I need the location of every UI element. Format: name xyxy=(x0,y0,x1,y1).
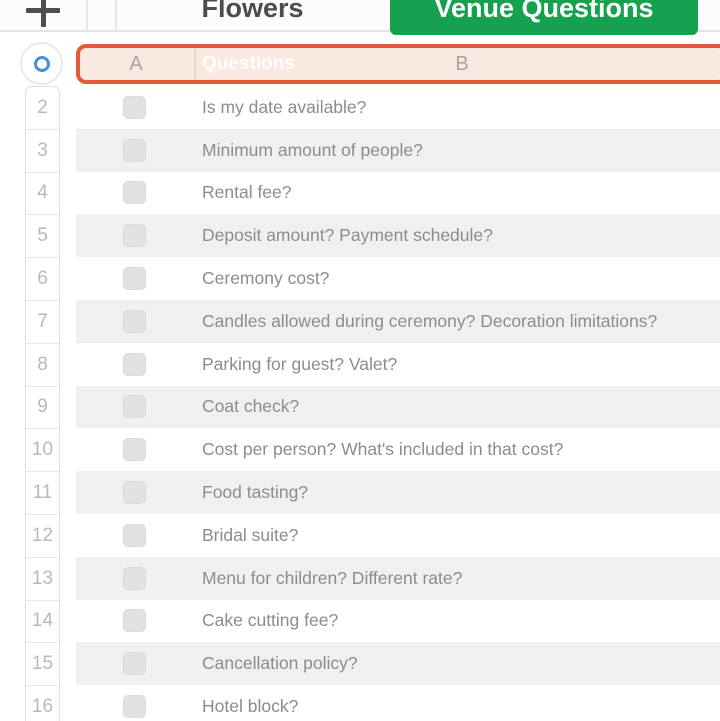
question-cell[interactable]: Candles allowed during ceremony? Decorat… xyxy=(202,310,658,331)
checkbox[interactable] xyxy=(123,566,146,590)
plus-icon xyxy=(40,0,46,27)
checkbox[interactable] xyxy=(123,138,146,162)
table-row: 16 Hotel block? xyxy=(0,685,720,721)
row-number[interactable]: 11 xyxy=(25,471,60,514)
tab-separator xyxy=(115,0,117,30)
table-row: 7 Candles allowed during ceremony? Decor… xyxy=(0,299,720,343)
row-number[interactable]: 10 xyxy=(25,428,60,472)
row-number[interactable]: 2 xyxy=(25,86,60,129)
table-row: 5 Deposit amount? Payment schedule? xyxy=(0,214,720,258)
question-cell[interactable]: Deposit amount? Payment schedule? xyxy=(202,225,493,246)
row-background xyxy=(76,642,720,686)
row-background xyxy=(76,214,720,258)
question-cell[interactable]: Is my date available? xyxy=(202,96,367,117)
row-number[interactable]: 12 xyxy=(25,513,60,557)
table-row: 12 Bridal suite? xyxy=(0,513,720,557)
table-row: 9 Coat check? xyxy=(0,385,720,429)
checkbox[interactable] xyxy=(123,352,146,376)
table-row: 8 Parking for guest? Valet? xyxy=(0,342,720,386)
checkbox[interactable] xyxy=(123,523,146,547)
row-number[interactable]: 7 xyxy=(25,299,60,343)
checkbox[interactable] xyxy=(123,181,146,205)
row-background xyxy=(76,257,720,300)
column-letter-b[interactable]: B xyxy=(455,53,469,75)
selected-header-row[interactable]: A Questions B xyxy=(76,44,720,84)
table-row: 15 Cancellation policy? xyxy=(0,642,720,686)
question-cell[interactable]: Ceremony cost? xyxy=(202,268,330,289)
table-row: 11 Food tasting? xyxy=(0,471,720,514)
question-cell[interactable]: Coat check? xyxy=(202,396,300,417)
checkbox[interactable] xyxy=(123,95,146,119)
question-cell[interactable]: Rental fee? xyxy=(202,182,292,203)
row-background xyxy=(76,471,720,514)
row-number[interactable]: 14 xyxy=(25,599,60,643)
tab-flowers-label: Flowers xyxy=(201,0,304,23)
table-row: 10 Cost per person? What's included in t… xyxy=(0,428,720,472)
table-row: 6 Ceremony cost? xyxy=(0,257,720,300)
checkbox[interactable] xyxy=(123,609,146,633)
table-rows: 2 Is my date available? 3 Minimum amount… xyxy=(0,86,720,721)
question-cell[interactable]: Minimum amount of people? xyxy=(202,139,423,160)
selection-circle-icon xyxy=(33,55,50,72)
row-background xyxy=(76,385,720,429)
row-number[interactable]: 15 xyxy=(25,642,60,686)
sheet-tab-bar: Flowers Venue Questions xyxy=(0,0,720,35)
question-cell[interactable]: Bridal suite? xyxy=(202,524,299,545)
row-background xyxy=(76,556,720,600)
checkbox[interactable] xyxy=(123,395,146,419)
checkbox[interactable] xyxy=(123,309,146,333)
row-background xyxy=(76,343,720,386)
tab-separator xyxy=(86,0,88,30)
row-number[interactable]: 16 xyxy=(25,685,60,721)
checkbox[interactable] xyxy=(123,481,146,505)
row-background xyxy=(76,128,720,172)
checkbox[interactable] xyxy=(123,438,146,462)
row-number[interactable]: 13 xyxy=(25,556,60,600)
row-number[interactable]: 6 xyxy=(25,257,60,300)
column-divider xyxy=(194,49,196,79)
row-number[interactable]: 3 xyxy=(25,128,60,172)
table-row: 3 Minimum amount of people? xyxy=(0,128,720,172)
checkbox[interactable] xyxy=(123,224,146,248)
row-number[interactable]: 4 xyxy=(25,171,60,215)
question-cell[interactable]: Cake cutting fee? xyxy=(202,610,339,631)
table-row: 14 Cake cutting fee? xyxy=(0,599,720,643)
table-row: 4 Rental fee? xyxy=(0,171,720,215)
question-cell[interactable]: Cancellation policy? xyxy=(202,653,358,674)
row-number[interactable]: 9 xyxy=(25,385,60,429)
row-background xyxy=(76,685,720,721)
header-row-inner: A Questions B xyxy=(80,48,720,80)
column-letter-a[interactable]: A xyxy=(129,53,143,75)
add-sheet-button[interactable] xyxy=(0,0,86,30)
tab-flowers[interactable]: Flowers xyxy=(115,0,390,30)
question-cell[interactable]: Cost per person? What's included in that… xyxy=(202,439,564,460)
header-cell-questions[interactable]: Questions xyxy=(202,53,295,74)
question-cell[interactable]: Parking for guest? Valet? xyxy=(202,353,398,374)
question-cell[interactable]: Hotel block? xyxy=(202,696,299,717)
table-select-handle[interactable] xyxy=(20,42,63,85)
tab-venue-questions[interactable]: Venue Questions xyxy=(390,0,698,35)
checkbox[interactable] xyxy=(123,267,146,291)
tab-venue-questions-label: Venue Questions xyxy=(434,0,654,23)
question-cell[interactable]: Menu for children? Different rate? xyxy=(202,567,463,588)
checkbox[interactable] xyxy=(123,652,146,676)
row-number[interactable]: 5 xyxy=(25,214,60,258)
row-background xyxy=(76,600,720,643)
row-background xyxy=(76,86,720,129)
row-number[interactable]: 8 xyxy=(25,342,60,386)
table-row: 2 Is my date available? xyxy=(0,86,720,129)
checkbox[interactable] xyxy=(123,695,146,719)
table-row: 13 Menu for children? Different rate? xyxy=(0,556,720,600)
row-background xyxy=(76,299,720,343)
row-background xyxy=(76,514,720,557)
row-background xyxy=(76,172,720,215)
question-cell[interactable]: Food tasting? xyxy=(202,482,309,503)
